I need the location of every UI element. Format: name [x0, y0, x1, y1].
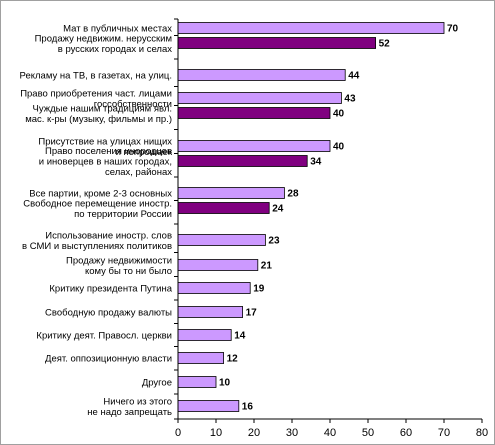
category-label-line: Чуждые нашим традициям явл.: [33, 103, 172, 114]
value-label-15: 12: [227, 354, 239, 365]
category-label-line: кому бы то ни было: [85, 266, 172, 277]
category-label-line: в СМИ и выступлениях политиков: [22, 241, 172, 252]
category-label-1: Мат в публичных местах: [63, 24, 172, 35]
category-label-line: Критику президента Путина: [49, 284, 172, 295]
category-label-17: Ничего из этого не надо запрещать: [87, 396, 172, 418]
category-label-line: Право поселения инородцев: [45, 146, 172, 157]
category-label-14: Критику деят. Правосл. церкви: [36, 331, 172, 342]
category-label-line: Свободное перемещение иностр.: [23, 198, 172, 209]
category-label-13: Свободную продажу валюты: [45, 308, 172, 319]
category-label-line: Критику деят. Правосл. церкви: [36, 331, 172, 342]
category-label-4: Право приобретения част. лицами госсобств…: [20, 88, 172, 110]
bar-2: [177, 37, 377, 49]
category-label-line: госсобственности: [94, 99, 172, 110]
category-label-line: по территории России: [74, 209, 172, 220]
value-tick-label-50: 50: [362, 427, 374, 439]
category-label-line: и попрошаек: [116, 147, 173, 158]
value-tick-label-30: 30: [286, 427, 298, 439]
category-label-line: Мат в публичных местах: [63, 24, 172, 35]
category-label-line: Все партии, кроме 2-3 основных: [29, 189, 172, 200]
category-label-line: Другое: [142, 378, 172, 389]
value-label-1: 70: [447, 24, 459, 35]
bar-5: [177, 107, 331, 119]
category-label-line: не надо запрещать: [87, 407, 172, 418]
bar-3: [177, 69, 346, 81]
value-label-2: 52: [379, 39, 391, 50]
category-label-line: Продажу недвижим. нерусским: [35, 33, 172, 44]
value-label-12: 19: [253, 284, 265, 295]
value-label-9: 24: [272, 204, 284, 215]
value-label-6: 40: [333, 142, 345, 153]
value-tick-label-0: 0: [175, 427, 181, 439]
value-label-3: 44: [348, 71, 360, 82]
category-label-11: Продажу недвижимости кому бы то ни было: [66, 255, 172, 277]
x-axis: 0 10 20 30 40 50 60 70 80: [174, 18, 488, 439]
category-label-line: Право приобретения част. лицами: [20, 88, 172, 99]
bar-16: [177, 376, 217, 388]
category-label-12: Критику президента Путина: [49, 284, 172, 295]
value-label-4: 43: [344, 94, 356, 105]
value-label-16: 10: [219, 378, 231, 389]
bar-8: [177, 187, 285, 199]
category-label-line: Свободную продажу валюты: [45, 308, 172, 319]
category-label-line: Рекламу на ТВ, в газетах, на улиц.: [20, 71, 172, 82]
category-label-line: Ничего из этого: [103, 396, 172, 407]
value-label-11: 21: [261, 261, 273, 272]
category-label-line: Использование иностр. слов: [45, 230, 172, 241]
value-tick-label-10: 10: [210, 427, 222, 439]
bar-4: [177, 92, 342, 104]
category-label-15: Деят. оппозиционную власти: [45, 354, 172, 365]
value-label-14: 14: [234, 331, 246, 342]
value-tick-label-80: 80: [476, 427, 488, 439]
value-tick-label-70: 70: [438, 427, 450, 439]
category-label-line: селах, районах: [105, 167, 172, 178]
value-tick-label-40: 40: [324, 427, 336, 439]
category-label-line: Продажу недвижимости: [66, 255, 172, 266]
value-label-13: 17: [246, 308, 258, 319]
category-label-5: Чуждые нашим традициям явл. мас. к-ры (му…: [25, 103, 172, 125]
category-label-2: Продажу недвижим. нерусским в русских гор…: [35, 33, 173, 55]
category-label-line: Присутствие на улицах нищих: [38, 136, 172, 147]
value-label-10: 23: [268, 236, 280, 247]
value-label-5: 40: [333, 109, 345, 120]
bar-11: [177, 259, 259, 271]
category-label-9: Свободное перемещение иностр. по территор…: [23, 198, 172, 220]
value-label-7: 34: [310, 157, 322, 168]
value-tick-label-60: 60: [400, 427, 412, 439]
bar-17: [177, 400, 240, 412]
bar-1: [177, 22, 445, 34]
bar-10: [177, 234, 266, 246]
category-label-line: мас. к-ры (музыку, фильмы и пр.): [25, 114, 172, 125]
category-label-7: Право поселения инородцев и иноверцев в н…: [39, 146, 172, 178]
category-label-16: Другое: [142, 378, 172, 389]
bar-15: [177, 352, 224, 364]
category-label-line: в русских городах и селах: [58, 44, 172, 55]
category-label-8: Все партии, кроме 2-3 основных: [29, 189, 172, 200]
category-label-3: Рекламу на ТВ, в газетах, на улиц.: [20, 71, 172, 82]
bar-9: [177, 202, 270, 214]
bar-14: [177, 329, 232, 341]
category-label-10: Использование иностр. слов в СМИ и выступ…: [22, 230, 172, 252]
category-label-line: Деят. оппозиционную власти: [45, 354, 172, 365]
category-label-6: Присутствие на улицах нищих и попрошаек: [38, 136, 172, 158]
value-tick-label-20: 20: [248, 427, 260, 439]
bar-12: [177, 282, 251, 294]
value-label-17: 16: [242, 402, 254, 413]
value-label-8: 28: [287, 189, 299, 200]
bar-6: [177, 140, 331, 152]
bar-13: [177, 306, 243, 318]
category-label-line: и иноверцев в наших городах,: [39, 157, 172, 168]
bar-7: [177, 155, 308, 167]
